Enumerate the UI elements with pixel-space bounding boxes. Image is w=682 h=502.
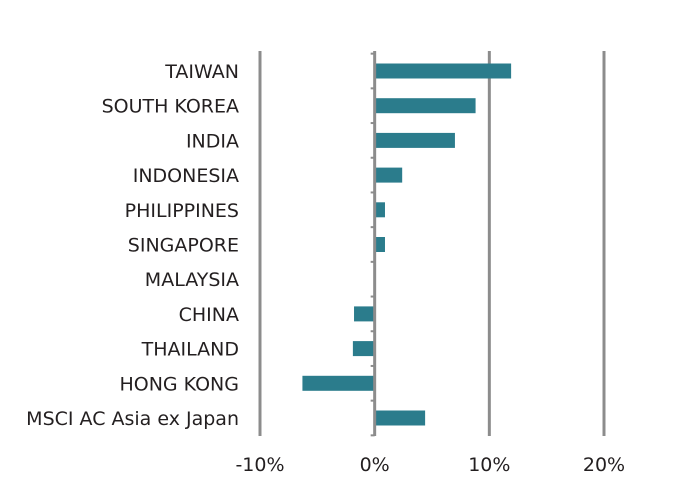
x-tick-labels: -10% 0% 10% 20% [235,454,625,476]
x-tick-label: -10% [235,454,284,476]
bar-msci-ac-asia-ex-japan [374,410,426,426]
category-label: CHINA [179,304,239,326]
zero-axis [370,51,377,437]
bar-hong-kong [302,375,375,391]
bar-india [374,132,455,148]
category-labels: TAIWAN SOUTH KOREA INDIA INDONESIA PHILIPPIN… [26,61,239,430]
category-label: MALAYSIA [145,269,239,291]
category-label: SINGAPORE [128,235,239,257]
category-label: INDONESIA [133,165,239,187]
x-tick-label: 10% [468,454,510,476]
bar-philippines [374,202,385,218]
grid-lines [258,51,606,436]
bar-china [354,306,375,322]
bar-singapore [374,237,385,252]
bar-thailand [352,341,375,357]
category-label: MSCI AC Asia ex Japan [26,408,239,430]
bar-taiwan [374,63,512,79]
bar-indonesia [374,167,403,183]
x-tick-label: 0% [360,454,390,476]
category-label: INDIA [186,130,239,152]
category-label: TAIWAN [164,61,239,83]
category-label: SOUTH KOREA [102,96,239,118]
category-label: THAILAND [141,339,239,361]
x-tick-label: 20% [583,454,625,476]
bars [302,63,512,426]
bar-south-korea [374,98,476,114]
category-label: HONG KONG [119,373,239,395]
category-label: PHILIPPINES [125,200,239,222]
